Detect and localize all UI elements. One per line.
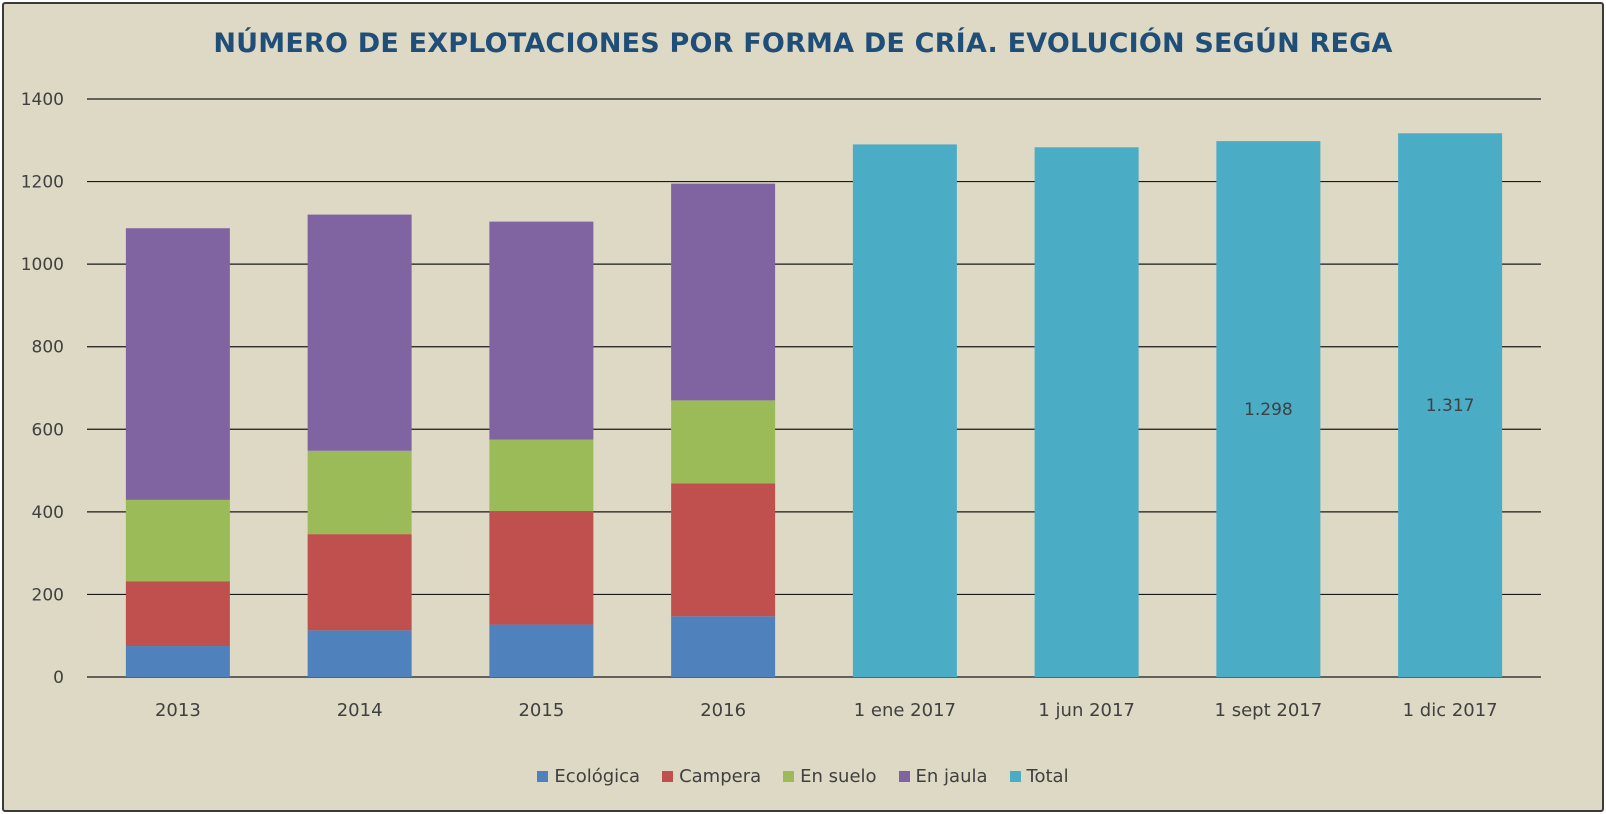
legend-swatch <box>662 771 674 782</box>
legend-label: Total <box>1026 766 1069 787</box>
legend-item: En suelo <box>783 766 877 787</box>
legend-swatch <box>537 771 549 782</box>
x-tick-label: 2016 <box>700 700 746 721</box>
bar-ecologica <box>489 624 594 677</box>
bar-ecologica <box>125 646 230 677</box>
bar-campera <box>307 534 412 631</box>
legend-label: En suelo <box>800 766 877 787</box>
legend-item: Campera <box>662 766 761 787</box>
bar-ecologica <box>671 616 776 677</box>
data-label: 1.298 <box>1244 400 1293 420</box>
chart-title: NÚMERO DE EXPLOTACIONES POR FORMA DE CRÍ… <box>213 28 1393 59</box>
bar-en-jaula <box>489 221 594 440</box>
bar-en-jaula <box>125 228 230 500</box>
bar-total <box>1034 147 1139 677</box>
bar-total <box>1398 133 1503 677</box>
chart-plot: 0 200 400 600 800 1000 1200 1400 2013 2014 2015 201… <box>21 90 1541 721</box>
chart-legend: Ecológica Campera En suelo En jaula Total <box>4 766 1602 787</box>
legend-label: Campera <box>679 766 762 787</box>
legend-item: Ecológica <box>537 766 640 787</box>
y-tick-label: 600 <box>32 420 64 440</box>
bar-campera <box>671 483 776 617</box>
y-tick-label: 0 <box>53 668 64 688</box>
bar-en-jaula <box>671 183 776 401</box>
x-tick-label: 2015 <box>518 700 564 721</box>
x-tick-label: 1 dic 2017 <box>1403 700 1498 721</box>
data-label: 1.317 <box>1426 396 1475 416</box>
bar-campera <box>125 581 230 647</box>
legend-item: En jaula <box>898 766 988 787</box>
bar-total <box>1216 141 1321 677</box>
y-tick-label: 1400 <box>21 90 64 110</box>
y-tick-label: 1000 <box>21 255 64 275</box>
legend-label: Ecológica <box>554 766 641 787</box>
x-tick-label: 1 jun 2017 <box>1038 700 1135 721</box>
bar-en-suelo <box>125 499 230 582</box>
legend-swatch <box>898 771 910 782</box>
x-tick-label: 2014 <box>337 700 383 721</box>
bar-en-jaula <box>307 214 412 451</box>
bar-en-suelo <box>307 450 412 535</box>
y-tick-label: 1200 <box>21 173 64 193</box>
bar-total <box>852 144 957 677</box>
legend-swatch <box>1009 771 1021 782</box>
legend-swatch <box>783 771 795 782</box>
x-tick-label: 1 ene 2017 <box>854 700 956 721</box>
bar-ecologica <box>307 630 412 677</box>
x-tick-label: 1 sept 2017 <box>1215 700 1323 721</box>
y-tick-label: 800 <box>32 338 64 358</box>
x-tick-label: 2013 <box>155 700 201 721</box>
legend-label: En jaula <box>915 766 988 787</box>
bar-campera <box>489 511 594 625</box>
legend-item: Total <box>1009 766 1069 787</box>
bar-en-suelo <box>489 439 594 512</box>
y-tick-label: 200 <box>32 585 64 605</box>
y-tick-label: 400 <box>32 503 64 523</box>
bar-en-suelo <box>671 400 776 484</box>
